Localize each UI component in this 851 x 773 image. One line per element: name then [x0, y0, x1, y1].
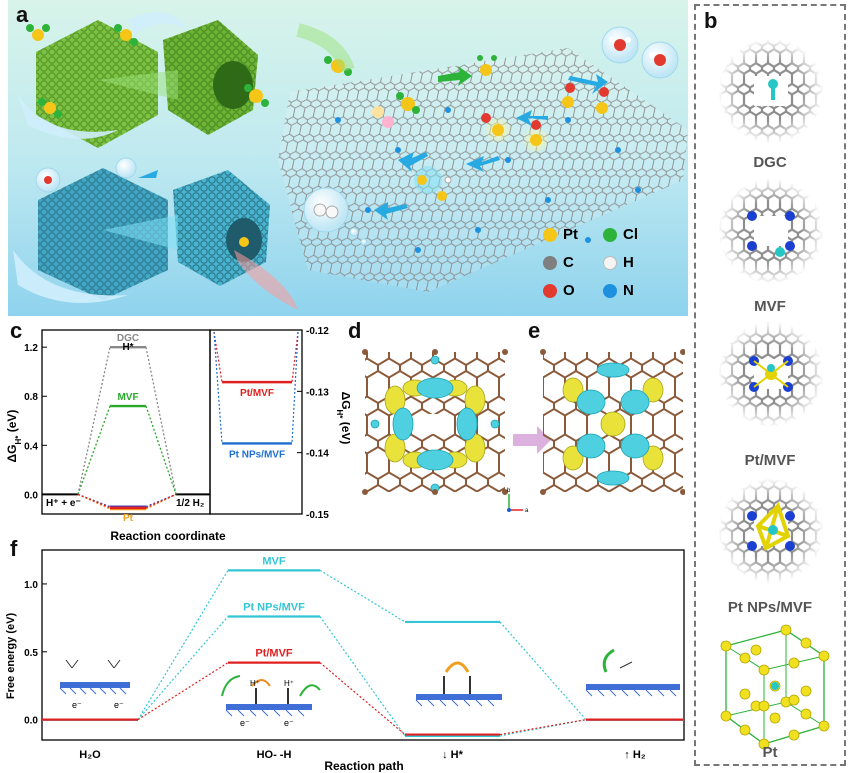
- f-category-label: HO- -H: [257, 749, 292, 761]
- f-tick-label: 1.0: [24, 580, 38, 591]
- c-series-connector: [77, 347, 111, 495]
- f-ho-h-schematic: H⁺ H⁺ e⁻ e⁻: [221, 675, 321, 728]
- structure-label-pt: Pt: [762, 744, 778, 761]
- c-series-connector: [145, 405, 177, 495]
- c-series-connector: [145, 347, 177, 495]
- c-y2-label: ΔGH* (eV): [336, 392, 351, 445]
- f-connector: [319, 569, 406, 623]
- structure-label-dgc: DGC: [753, 154, 787, 171]
- structure-label-pt-mvf: Pt/MVF: [744, 452, 796, 469]
- axis-label-a: a: [525, 508, 529, 514]
- f-connector: [319, 616, 406, 737]
- f-electron-2: e⁻: [114, 700, 124, 710]
- panel-a-illustration: [8, 0, 688, 316]
- c-top-label: H*: [122, 342, 133, 353]
- c-series-label: Pt: [123, 513, 134, 524]
- structure-pt-nps-mvf: [718, 478, 824, 584]
- element-legend: Pt Cl C H O N: [543, 226, 683, 306]
- charge-density-panels: b a: [362, 349, 685, 514]
- c-right-label: Pt NPs/MVF: [229, 449, 285, 460]
- structure-label-pt-nps-mvf: Pt NPs/MVF: [727, 599, 813, 616]
- c-series-label: DGC: [117, 333, 139, 344]
- c-right-connector: [213, 331, 223, 383]
- f-connector: [499, 621, 587, 721]
- c-left-tick-label: 0.4: [24, 441, 38, 452]
- panel-label-f: f: [10, 536, 18, 561]
- c-left-tick-label: 1.2: [24, 343, 38, 354]
- f-category-label: H₂O: [79, 749, 101, 761]
- c-right-tick-label: -0.15: [306, 510, 329, 521]
- c-series-connector: [145, 493, 177, 509]
- f-electron-4: e⁻: [284, 718, 294, 728]
- f-hplus-2: H⁺: [284, 679, 294, 688]
- panel-e-map: [540, 349, 685, 495]
- c-right-tick-label: -0.12: [306, 326, 329, 337]
- f-connector: [137, 662, 229, 721]
- structure-pt-mvf: [718, 321, 824, 427]
- f-tick-label: 0.0: [24, 716, 38, 727]
- c-right-connector: [213, 331, 223, 444]
- f-connector: [319, 662, 406, 736]
- structures-svg: [718, 38, 830, 750]
- panel-label-d: d: [348, 318, 362, 343]
- f-connector: [499, 719, 587, 736]
- f-electron-1: e⁻: [72, 700, 82, 710]
- c-series-label: MVF: [117, 392, 138, 403]
- f-series-label: MVF: [262, 555, 286, 567]
- structure-dgc: [718, 38, 824, 144]
- c-series-connector: [77, 493, 111, 509]
- chart-c: ΔGH* (eV) ΔGH* (eV) Reaction coordinate …: [5, 326, 351, 543]
- axis-label-b: b: [507, 488, 511, 494]
- f-h2-schematic: [585, 648, 680, 697]
- panel-a: Pt Cl C H O N a: [8, 0, 688, 316]
- c-state-final: 1/2 H₂: [176, 498, 204, 509]
- chart-f: Free energy (eV) Reaction path 0.0 0.5 1.0…: [5, 549, 685, 772]
- panel-label-b: b: [704, 8, 718, 33]
- f-h2o-schematic: e⁻ e⁻: [59, 659, 130, 710]
- f-tick-label: 0.5: [24, 648, 38, 659]
- structure-label-mvf: MVF: [754, 298, 786, 315]
- axis-triad-icon: b a: [507, 488, 529, 514]
- c-y-label: ΔGH* (eV): [5, 410, 23, 463]
- f-h-ads-schematic: [415, 661, 502, 707]
- c-left-tick-label: 0.8: [24, 392, 38, 403]
- green-polyhedron: [36, 20, 258, 148]
- process-arrows: [138, 74, 608, 220]
- f-connector: [499, 719, 587, 737]
- panel-d-map: [362, 349, 508, 495]
- panel-label-a: a: [16, 2, 29, 27]
- f-x-label: Reaction path: [324, 759, 403, 772]
- structure-pt-fcc: [720, 624, 830, 750]
- d-to-e-arrow: [513, 426, 551, 454]
- c-right-tick-label: -0.14: [306, 449, 329, 460]
- c-right-tick-label: -0.13: [306, 387, 329, 398]
- f-connector: [137, 616, 229, 721]
- f-series-label: Pt/MVF: [255, 648, 293, 660]
- f-hplus-1: H⁺: [250, 679, 260, 688]
- c-right-connector: [291, 331, 299, 444]
- structure-mvf: [718, 178, 824, 284]
- f-series-label: Pt NPs/MVF: [243, 602, 305, 614]
- adsorbed-species: [372, 83, 609, 201]
- nitrogen-dots: [335, 107, 641, 253]
- c-left-tick-label: 0.0: [24, 490, 38, 501]
- panel-label-c: c: [10, 318, 23, 343]
- panel-b: b: [694, 4, 846, 766]
- ptcl-molecules: [26, 24, 497, 118]
- c-x-label: Reaction coordinate: [110, 529, 226, 543]
- f-category-label: ↓ H*: [442, 749, 464, 761]
- f-y-label: Free energy (eV): [5, 613, 17, 700]
- panel-label-e: e: [528, 318, 541, 343]
- green-arrow: [438, 66, 472, 86]
- f-connector: [137, 570, 229, 720]
- c-state-initial: H⁺ + e⁻: [46, 498, 81, 509]
- f-electron-3: e⁻: [240, 718, 250, 728]
- f-category-label: ↑ H₂: [624, 749, 646, 761]
- c-right-label: Pt/MVF: [240, 388, 274, 399]
